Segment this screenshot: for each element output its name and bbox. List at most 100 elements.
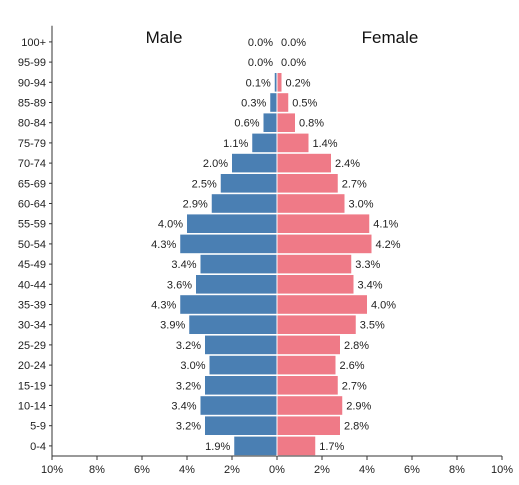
male-bar bbox=[200, 396, 277, 415]
age-group-label: 15-19 bbox=[18, 380, 46, 392]
male-value-label: 0.6% bbox=[234, 118, 259, 130]
x-tick-label: 2% bbox=[224, 464, 240, 476]
male-value-label: 3.4% bbox=[171, 259, 196, 271]
male-value-label: 1.9% bbox=[205, 441, 230, 453]
age-group-label: 20-24 bbox=[18, 360, 46, 372]
age-group-label: 80-84 bbox=[18, 118, 46, 130]
female-value-label: 2.8% bbox=[344, 340, 369, 352]
female-value-label: 4.0% bbox=[371, 300, 396, 312]
male-bar bbox=[252, 133, 277, 153]
male-value-label: 3.2% bbox=[176, 380, 201, 392]
male-bar bbox=[196, 275, 277, 294]
female-value-label: 3.3% bbox=[355, 259, 380, 271]
male-bar bbox=[270, 93, 277, 112]
female-bar bbox=[277, 214, 370, 233]
male-value-label: 0.1% bbox=[246, 77, 271, 89]
male-value-label: 3.9% bbox=[160, 320, 185, 332]
female-value-label: 2.6% bbox=[340, 360, 365, 372]
female-bar bbox=[277, 416, 340, 435]
male-bar bbox=[232, 153, 277, 173]
female-bar bbox=[277, 174, 338, 193]
female-bar bbox=[277, 275, 354, 294]
female-bar bbox=[277, 133, 309, 153]
x-tick-label: 6% bbox=[404, 464, 420, 476]
x-tick-label: 8% bbox=[89, 464, 105, 476]
x-tick-label: 4% bbox=[179, 464, 195, 476]
age-group-label: 90-94 bbox=[18, 77, 46, 89]
female-bar bbox=[277, 295, 367, 314]
x-tick-label: 4% bbox=[359, 464, 375, 476]
age-group-label: 30-34 bbox=[18, 320, 46, 332]
female-value-label: 2.4% bbox=[335, 158, 360, 170]
age-group-label: 5-9 bbox=[30, 421, 46, 433]
male-value-label: 0.0% bbox=[248, 37, 273, 49]
male-value-label: 3.0% bbox=[180, 360, 205, 372]
female-value-label: 1.4% bbox=[313, 138, 338, 150]
female-value-label: 2.8% bbox=[344, 421, 369, 433]
female-value-label: 2.7% bbox=[342, 178, 367, 190]
male-bar bbox=[263, 113, 277, 132]
male-value-label: 2.9% bbox=[183, 199, 208, 211]
female-bar bbox=[277, 234, 372, 254]
female-bar bbox=[277, 153, 331, 173]
male-bar bbox=[205, 416, 277, 435]
male-bar bbox=[189, 315, 277, 334]
x-tick-label: 0% bbox=[269, 464, 285, 476]
female-bar bbox=[277, 376, 338, 395]
age-group-label: 85-89 bbox=[18, 98, 46, 110]
x-tick-label: 10% bbox=[491, 464, 513, 476]
female-value-label: 2.9% bbox=[346, 401, 371, 413]
age-group-label: 65-69 bbox=[18, 178, 46, 190]
age-group-label: 35-39 bbox=[18, 300, 46, 312]
x-tick-label: 2% bbox=[314, 464, 330, 476]
male-value-label: 4.0% bbox=[158, 219, 183, 231]
female-bar bbox=[277, 194, 345, 213]
female-bar bbox=[277, 73, 282, 92]
male-value-label: 2.5% bbox=[192, 178, 217, 190]
female-value-label: 3.4% bbox=[358, 279, 383, 291]
male-bar bbox=[234, 436, 277, 456]
age-group-label: 100+ bbox=[21, 37, 46, 49]
male-value-label: 3.4% bbox=[171, 401, 196, 413]
female-bar bbox=[277, 355, 336, 375]
female-value-label: 0.8% bbox=[299, 118, 324, 130]
male-side-title: Male bbox=[146, 28, 183, 47]
male-bar bbox=[220, 174, 277, 193]
female-bar bbox=[277, 436, 316, 456]
age-group-label: 75-79 bbox=[18, 138, 46, 150]
female-value-label: 0.5% bbox=[292, 98, 317, 110]
male-value-label: 4.3% bbox=[151, 239, 176, 251]
female-bar bbox=[277, 254, 352, 274]
male-bar bbox=[211, 194, 277, 213]
male-bar bbox=[205, 376, 277, 395]
female-value-label: 4.1% bbox=[373, 219, 398, 231]
female-value-label: 3.5% bbox=[360, 320, 385, 332]
male-value-label: 3.6% bbox=[167, 279, 192, 291]
female-bar bbox=[277, 396, 343, 415]
male-value-label: 2.0% bbox=[203, 158, 228, 170]
age-group-label: 0-4 bbox=[30, 441, 46, 453]
age-group-label: 55-59 bbox=[18, 219, 46, 231]
female-value-label: 0.2% bbox=[286, 77, 311, 89]
male-value-label: 0.0% bbox=[248, 57, 273, 69]
x-tick-label: 8% bbox=[449, 464, 465, 476]
male-bar bbox=[180, 295, 277, 314]
male-bar bbox=[187, 214, 277, 233]
male-bar bbox=[205, 335, 277, 355]
male-value-label: 1.1% bbox=[223, 138, 248, 150]
male-value-label: 0.3% bbox=[241, 98, 266, 110]
age-group-label: 25-29 bbox=[18, 340, 46, 352]
age-group-label: 10-14 bbox=[18, 401, 46, 413]
female-value-label: 2.7% bbox=[342, 380, 367, 392]
male-bar bbox=[180, 234, 277, 254]
female-value-label: 1.7% bbox=[319, 441, 344, 453]
male-bar bbox=[200, 254, 277, 274]
female-value-label: 4.2% bbox=[376, 239, 401, 251]
age-group-label: 40-44 bbox=[18, 279, 46, 291]
age-group-label: 60-64 bbox=[18, 199, 46, 211]
age-group-label: 95-99 bbox=[18, 57, 46, 69]
age-group-label: 45-49 bbox=[18, 259, 46, 271]
female-side-title: Female bbox=[362, 28, 419, 47]
